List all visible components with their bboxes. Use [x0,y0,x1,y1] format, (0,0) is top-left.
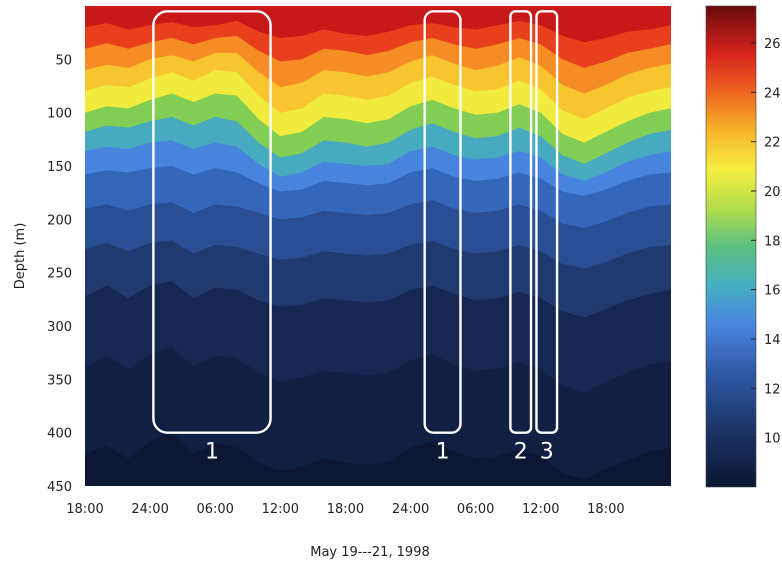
colorbar-tick-label: 24 [764,86,781,101]
colorbar-tick-label: 22 [764,136,781,151]
colorbar-tick-label: 26 [764,37,781,52]
annotation-box-label: 3 [540,440,554,465]
isotherm-bands [85,6,671,480]
annotation-box [535,10,559,434]
y-tick-label: 300 [47,320,72,335]
y-tick-label: 200 [47,213,72,228]
annotation-box-label: 1 [205,440,219,465]
x-tick-label: 06:00 [196,502,233,517]
y-tick-label: 50 [55,53,72,68]
x-tick-label: 18:00 [66,502,103,517]
annotation-box [509,10,533,434]
colorbar-tick-label: 10 [764,432,781,447]
colorbar-tick-label: 20 [764,185,781,200]
colorbar-tick-label: 16 [764,284,781,299]
colorbar: 10 12 14 16 18 20 22 24 26 [705,5,781,488]
y-tick-label: 350 [47,373,72,388]
y-axis: 50 100 150 200 250 300 350 400 450 [47,53,72,495]
x-tick-label: 18:00 [327,502,364,517]
y-axis-label: Depth (m) [13,223,28,290]
y-tick-label: 100 [47,107,72,122]
annotation-box [152,10,272,434]
x-tick-label: 12:00 [522,502,559,517]
x-axis-label: May 19---21, 1998 [310,545,430,560]
annotation-box-label: 2 [514,440,528,465]
colorbar-ticks: 10 12 14 16 18 20 22 24 26 [751,37,781,447]
colorbar-tick-label: 18 [764,234,781,249]
annotation-box [423,10,462,434]
x-tick-label: 24:00 [392,502,429,517]
x-tick-label: 24:00 [131,502,168,517]
x-tick-label: 06:00 [457,502,494,517]
x-axis: 18:00 24:00 06:00 12:00 18:00 24:00 06:00 12:00… [66,502,624,517]
isotherm-band-26 [85,6,671,43]
colorbar-tick-label: 12 [764,382,781,397]
colorbar-gradient [705,5,757,488]
x-tick-label: 12:00 [262,502,299,517]
colorbar-tick-label: 14 [764,333,781,348]
y-tick-label: 400 [47,427,72,442]
y-tick-label: 150 [47,160,72,175]
x-tick-label: 18:00 [587,502,624,517]
y-tick-label: 450 [47,480,72,495]
annotation-box-label: 1 [436,440,450,465]
y-tick-label: 250 [47,267,72,282]
